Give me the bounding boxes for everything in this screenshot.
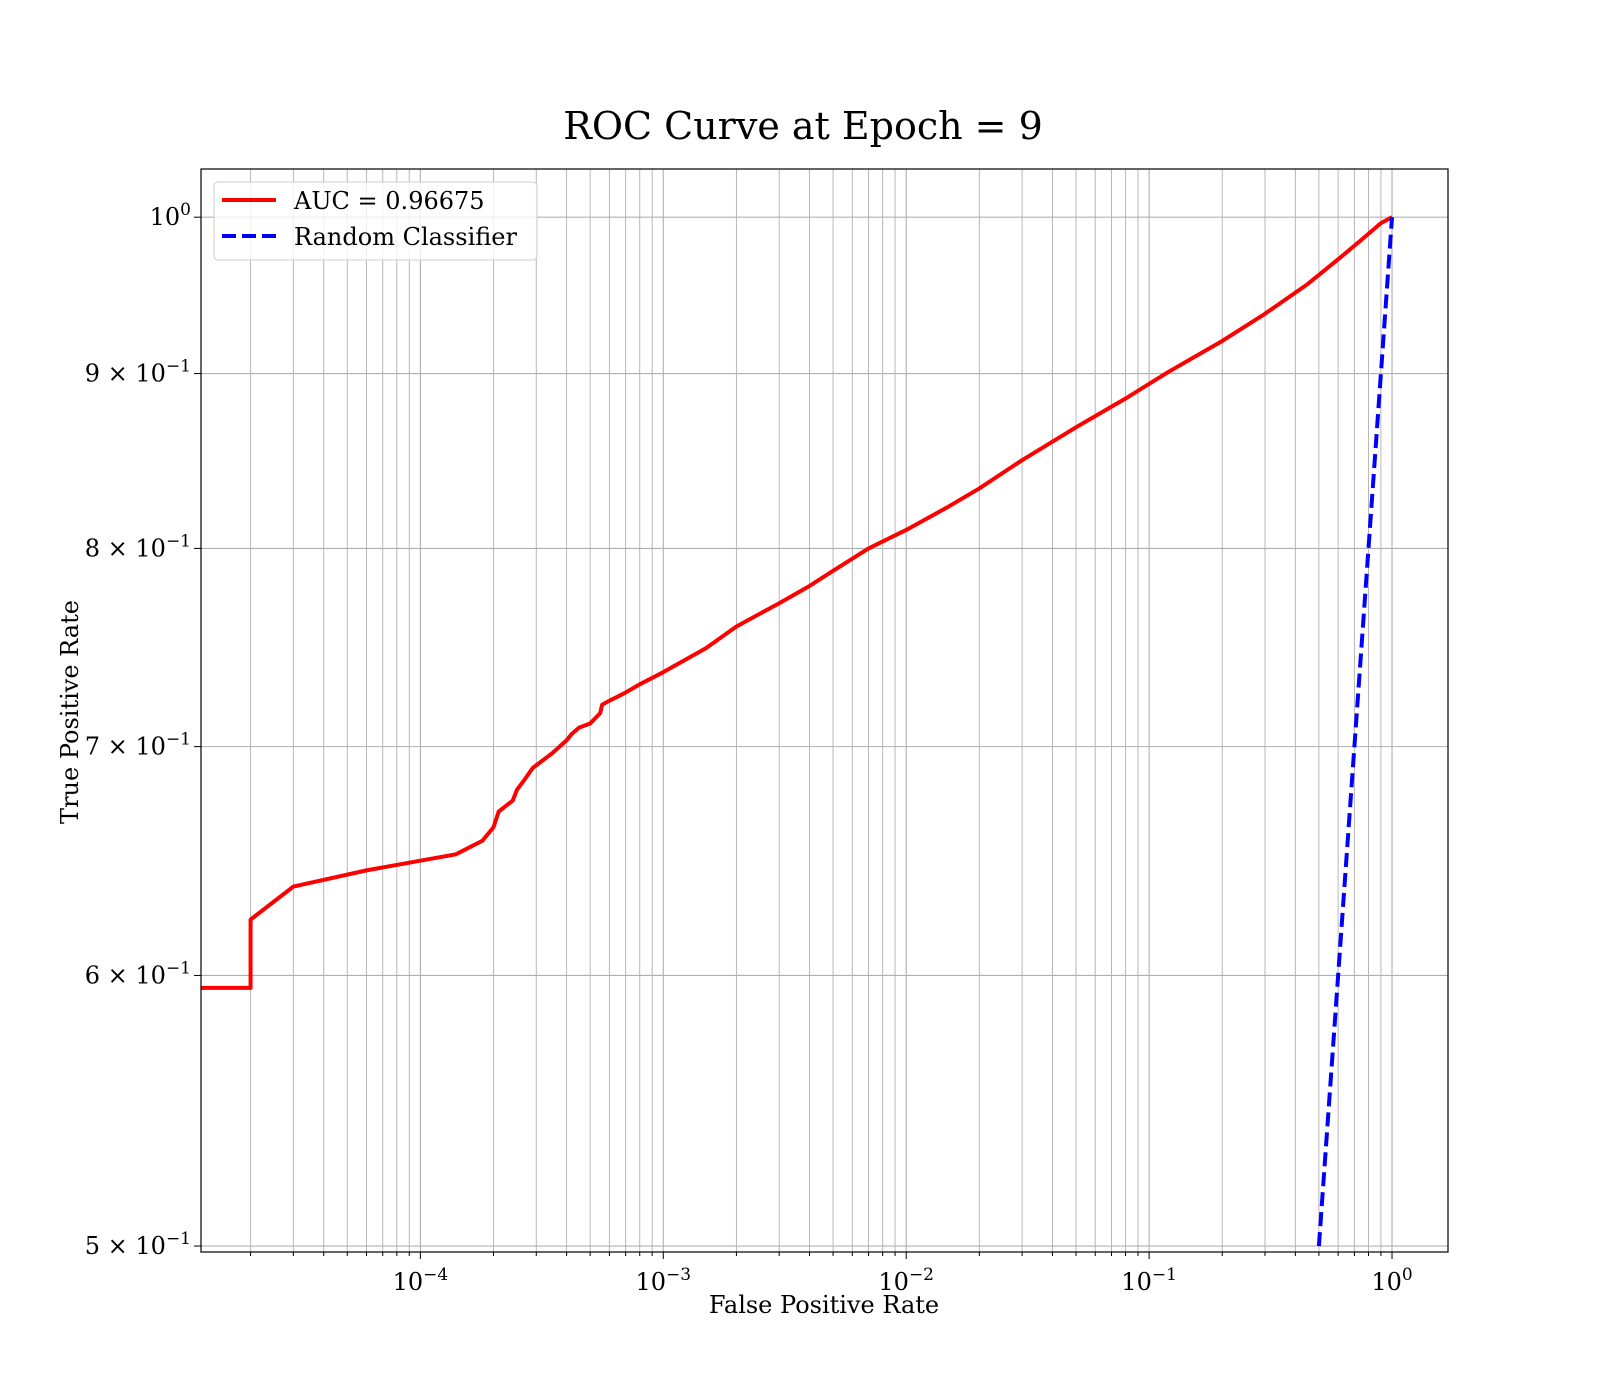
x-tick-label: 10−1 [1121, 1265, 1177, 1296]
x-tick-label: 100 [1371, 1265, 1412, 1296]
series-group [201, 217, 1392, 1246]
x-axis-label: False Positive Rate [709, 1291, 939, 1319]
y-axis-label: True Positive Rate [56, 600, 84, 824]
x-tick-label: 10−3 [635, 1265, 691, 1296]
legend-label-auc: AUC = 0.96675 [293, 187, 485, 215]
x-tick-label: 10−4 [393, 1265, 449, 1296]
legend-label-random: Random Classifier [294, 223, 517, 251]
y-tick-label: 8 × 10−1 [85, 531, 191, 562]
legend: AUC = 0.96675 Random Classifier [214, 182, 537, 260]
y-tick-label: 6 × 10−1 [85, 958, 191, 989]
grid [201, 169, 1448, 1252]
roc-curve-line [201, 217, 1392, 988]
y-tick-label: 7 × 10−1 [85, 730, 191, 761]
y-tick-label: 5 × 10−1 [85, 1229, 191, 1260]
y-tick-label: 9 × 10−1 [85, 357, 191, 388]
y-tick-label: 100 [150, 200, 191, 231]
chart-title: ROC Curve at Epoch = 9 [563, 104, 1043, 148]
plot-frame [201, 169, 1448, 1252]
